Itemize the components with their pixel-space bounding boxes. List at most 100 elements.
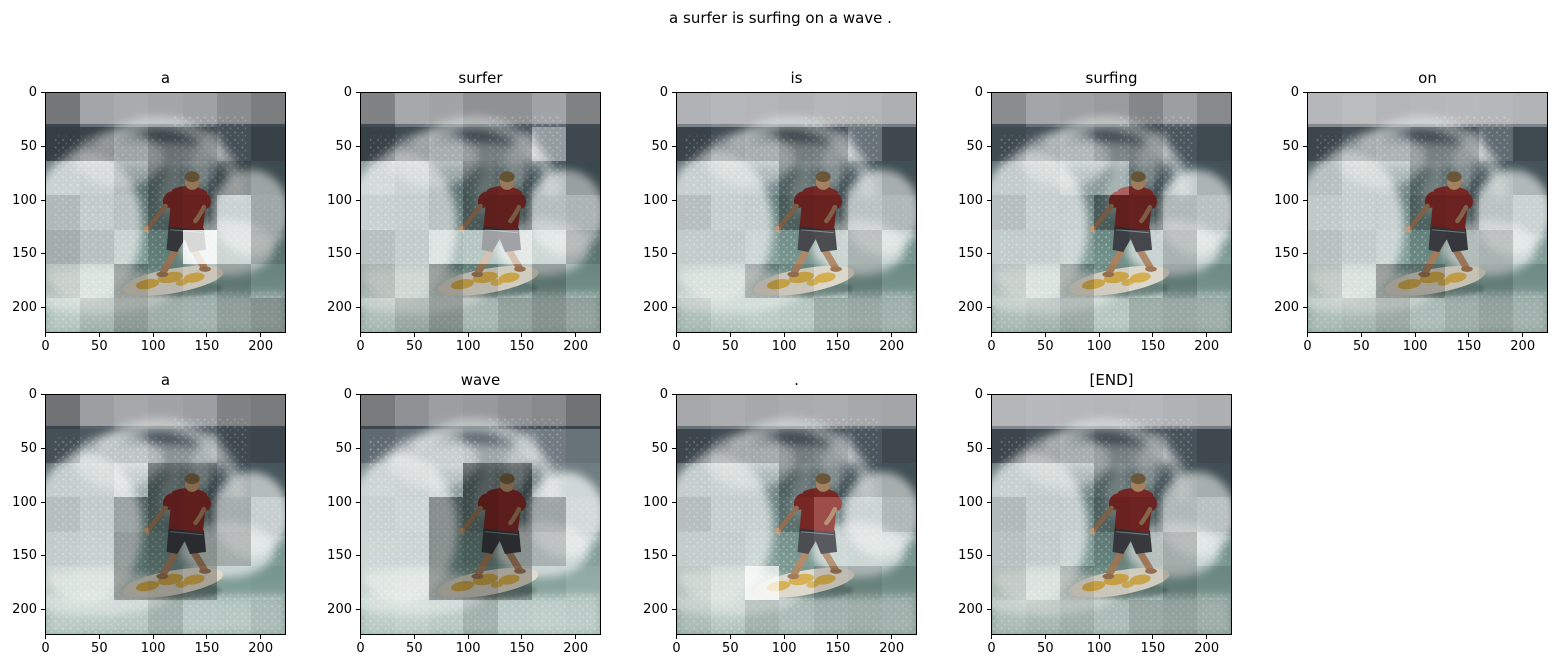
attention-cell (847, 297, 882, 332)
attention-cell (881, 263, 916, 298)
x-tick-label: 200 (1194, 641, 1220, 656)
attention-cell (711, 93, 746, 128)
attention-cell (463, 297, 498, 332)
attention-cell (677, 195, 712, 230)
attention-cell (395, 127, 430, 162)
attention-cell (565, 599, 600, 634)
attention-cell (677, 532, 711, 566)
attention-cell (779, 395, 814, 430)
attention-cell (429, 263, 464, 298)
attention-cell (114, 161, 149, 196)
attention-cell (779, 531, 814, 566)
y-tick-mark (987, 145, 991, 147)
x-tick-mark (676, 333, 678, 337)
attention-cell (677, 463, 712, 498)
attention-cell (497, 229, 532, 264)
x-tick-label: 0 (356, 339, 365, 354)
attention-cell (779, 161, 814, 196)
attention-cell (1060, 127, 1095, 162)
attention-cell (1342, 161, 1377, 196)
y-tick-label: 100 (327, 494, 352, 510)
y-tick-mark (41, 199, 45, 201)
attention-cell (1162, 599, 1197, 634)
attention-cell (216, 531, 251, 566)
attention-overlay (361, 395, 600, 634)
attention-cell (1196, 93, 1231, 128)
attention-cell (1308, 127, 1343, 162)
attention-cell (677, 161, 712, 196)
plot-area (1307, 92, 1548, 333)
attention-cell (395, 195, 430, 230)
attention-cell (531, 565, 566, 600)
attention-cell (992, 531, 1027, 566)
attention-cell (1094, 395, 1129, 430)
y-tick-mark (1303, 199, 1307, 201)
x-tick-label: 200 (879, 641, 905, 656)
x-tick-mark (98, 635, 100, 639)
plot-area (676, 92, 917, 333)
x-tick-label: 50 (722, 641, 739, 656)
attention-cell (565, 429, 600, 464)
attention-cell (711, 298, 745, 332)
subplot: surfing 0 50 100 150 200 0 50 100 150 200 (958, 68, 1232, 360)
attention-cell (1376, 263, 1411, 298)
attention-cell (463, 263, 498, 298)
attention-cell (1376, 229, 1411, 264)
attention-cell (1512, 297, 1547, 332)
subplot-title: a (160, 69, 171, 87)
y-tick-label: 0 (659, 387, 668, 403)
attention-cell (1162, 263, 1197, 298)
attention-cell (1060, 263, 1095, 298)
x-tick-label: 150 (825, 641, 851, 656)
y-tick-label: 50 (335, 138, 352, 154)
y-tick-mark (41, 609, 45, 611)
attention-cell (429, 497, 464, 532)
y-tick-label: 200 (12, 300, 37, 316)
attention-cell (881, 127, 916, 162)
attention-cell (463, 565, 498, 600)
attention-cell (361, 195, 396, 230)
attention-cell (182, 599, 217, 634)
attention-cell (148, 429, 183, 464)
attention-cell (497, 429, 532, 464)
attention-cell (80, 429, 114, 463)
attention-cell (677, 497, 712, 532)
attention-cell (182, 161, 217, 196)
attention-cell (216, 93, 251, 128)
x-tick-label: 0 (987, 641, 996, 656)
attention-cell (847, 565, 882, 600)
x-tick-mark (837, 635, 839, 639)
plot-area (991, 92, 1232, 333)
attention-cell (881, 195, 916, 230)
x-tick-mark (1098, 333, 1100, 337)
attention-cell (395, 263, 430, 298)
attention-cell (1128, 395, 1163, 430)
attention-cell (992, 93, 1027, 128)
attention-cell (779, 429, 814, 464)
y-tick-mark (672, 609, 676, 611)
y-tick-label: 200 (327, 602, 352, 618)
x-tick-mark (45, 333, 47, 337)
y-tick-label: 0 (659, 85, 668, 101)
attention-cell (1162, 195, 1197, 230)
attention-cell (1196, 229, 1231, 264)
x-tick-label: 0 (672, 641, 681, 656)
attention-cell (148, 395, 183, 430)
attention-cell (565, 195, 600, 230)
attention-cell (216, 429, 251, 464)
y-tick-label: 200 (958, 300, 983, 316)
attention-cell (745, 463, 780, 498)
plot-area (45, 394, 286, 635)
attention-cell (992, 463, 1027, 498)
y-tick-label: 150 (12, 246, 37, 262)
attention-cell (565, 565, 600, 600)
attention-cell (1162, 395, 1197, 430)
attention-overlay (992, 93, 1231, 332)
attention-cell (46, 229, 81, 264)
y-tick-label: 0 (343, 387, 352, 403)
y-tick-mark (41, 253, 45, 255)
attention-cell (148, 497, 183, 532)
attention-cell (395, 230, 429, 264)
attention-cell (677, 230, 711, 264)
attention-cell (463, 127, 498, 162)
